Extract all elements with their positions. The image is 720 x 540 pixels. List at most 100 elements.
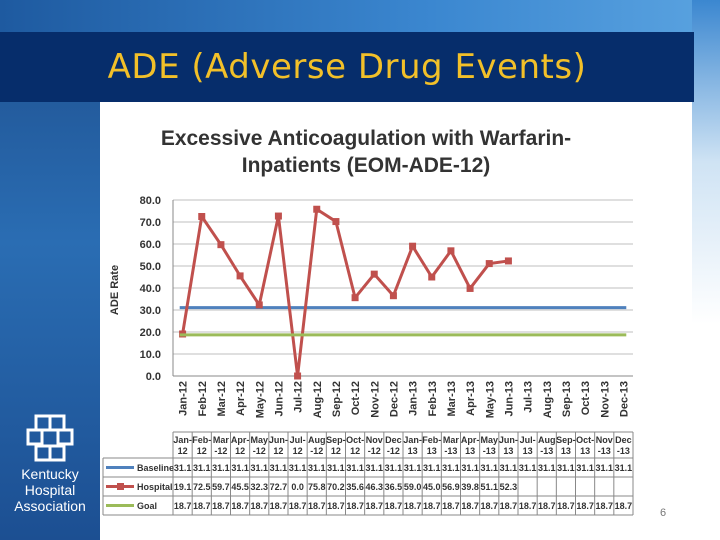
table-header-cell: -12: [214, 446, 227, 456]
table-header-cell: -12: [368, 446, 381, 456]
table-value-cell: 18.7: [423, 501, 441, 511]
table-value-cell: 0.0: [291, 482, 304, 492]
table-value-cell: 46.3: [365, 482, 383, 492]
x-tick-label: Oct-12: [350, 381, 362, 415]
data-point: [217, 241, 225, 249]
table-value-cell: 18.7: [557, 501, 575, 511]
table-value-cell: 59.0: [404, 482, 422, 492]
table-value-cell: 59.7: [212, 482, 230, 492]
x-tick-label: May-13: [484, 381, 496, 418]
table-value-cell: 18.7: [289, 501, 307, 511]
table-value-cell: 18.7: [595, 501, 613, 511]
table-value-cell: 36.5: [385, 482, 403, 492]
table-value-cell: 31.1: [231, 463, 249, 473]
table-value-cell: 32.3: [250, 482, 268, 492]
gridlines: [172, 199, 633, 377]
table-header-cell: 13: [561, 446, 571, 456]
table-header-cell: 12: [235, 446, 245, 456]
table-value-cell: 18.7: [480, 501, 498, 511]
page-number: 6: [660, 507, 667, 519]
table-header-cell: 13: [580, 446, 590, 456]
table-value-cell: 31.1: [289, 463, 307, 473]
table-header-cell: Apr-: [231, 435, 250, 445]
table-value-cell: 18.7: [193, 501, 211, 511]
table-header-cell: 13: [465, 446, 475, 456]
y-tick-labels: 0.0 10.0 20.0 30.0 40.0 50.0 60.0 70.0 80.0: [140, 195, 161, 383]
table-value-cell: 18.7: [346, 501, 364, 511]
table-value-cell: 72.5: [193, 482, 211, 492]
table-header-cell: -12: [387, 446, 400, 456]
data-table: Jan-12Feb-12Mar-12Apr-12May-12Jun-12Jul-…: [102, 431, 634, 516]
table-header-cell: Mar: [213, 435, 230, 445]
table-header-cell: -13: [598, 446, 611, 456]
table-value-cell: 18.7: [538, 501, 556, 511]
table-header-cell: 13: [523, 446, 533, 456]
table-value-cell: 31.1: [576, 463, 594, 473]
table-header-cell: Jan-: [403, 435, 422, 445]
right-gradient-panel: [692, 0, 720, 540]
table-header-cell: 12: [293, 446, 303, 456]
y-tick-label: 50.0: [140, 261, 161, 273]
data-point: [504, 257, 512, 265]
table-value-cell: 31.1: [212, 463, 230, 473]
x-tick-label: Jul-13: [523, 381, 535, 413]
table-header-cell: Feb-: [192, 435, 211, 445]
data-point: [198, 213, 206, 220]
table-value-cell: 45.0: [423, 482, 441, 492]
table-value-cell: 31.1: [423, 463, 441, 473]
table-value-cell: 45.5: [231, 482, 249, 492]
table-header-cell: 13: [503, 446, 513, 456]
table-value-cell: 31.1: [615, 463, 633, 473]
y-tick-label: 20.0: [140, 327, 161, 339]
table-header-cell: -13: [540, 446, 553, 456]
y-tick-label: 80.0: [140, 195, 161, 207]
x-tick-label: Dec-12: [388, 381, 400, 417]
table-header-cell: -12: [310, 446, 323, 456]
legend-label-hospital: Hospital: [137, 482, 173, 492]
logo-line-association: Association: [14, 498, 86, 514]
table-value-cell: 31.1: [557, 463, 575, 473]
table-value-cell: 35.6: [346, 482, 364, 492]
x-tick-label: Jun-13: [503, 381, 515, 416]
data-point: [255, 301, 263, 309]
table-value-cell: 52.3: [500, 482, 518, 492]
table-value-cell: 18.7: [442, 501, 460, 511]
legend-label-goal: Goal: [137, 501, 157, 511]
data-point: [370, 270, 378, 278]
table-header-cell: May: [250, 435, 268, 445]
table-value-cell: 31.1: [595, 463, 613, 473]
table-value-cell: 31.1: [365, 463, 383, 473]
table-header-cell: Jun-: [269, 435, 288, 445]
table-value-cell: 31.1: [250, 463, 268, 473]
table-header-cell: Jan-: [173, 435, 192, 445]
table-value-cell: 18.7: [615, 501, 633, 511]
x-tick-label: Oct-13: [580, 381, 592, 415]
series: [179, 205, 627, 380]
table-header-cell: -13: [444, 446, 457, 456]
table-value-cell: 75.8: [308, 482, 326, 492]
table-header-cell: Dec: [385, 435, 402, 445]
table-value-cell: 31.1: [538, 463, 556, 473]
y-tick-label: 0.0: [146, 371, 161, 383]
table-value-cell: 31.1: [346, 463, 364, 473]
x-tick-label: Apr-12: [235, 381, 247, 416]
table-header-cell: Feb-: [422, 435, 441, 445]
logo-line-kentucky: Kentucky: [21, 466, 79, 482]
table-value-cell: 18.7: [250, 501, 268, 511]
table-value-cell: 19.1: [174, 482, 192, 492]
x-tick-label: Feb-13: [427, 381, 439, 416]
x-tick-label: Aug-13: [542, 381, 554, 418]
table-value-cell: 31.1: [442, 463, 460, 473]
title-bar: ADE (Adverse Drug Events): [0, 32, 694, 102]
table-value-cell: 18.7: [270, 501, 288, 511]
data-point: [389, 292, 397, 300]
y-tick-label: 70.0: [140, 217, 161, 229]
data-point: [351, 294, 359, 302]
table-value-cell: 18.7: [461, 501, 479, 511]
table-header-cell: 13: [408, 446, 418, 456]
table-value-cell: 31.1: [270, 463, 288, 473]
table-value-cell: 31.1: [193, 463, 211, 473]
table-header-cell: 13: [427, 446, 437, 456]
table-value-cell: 39.8: [461, 482, 479, 492]
